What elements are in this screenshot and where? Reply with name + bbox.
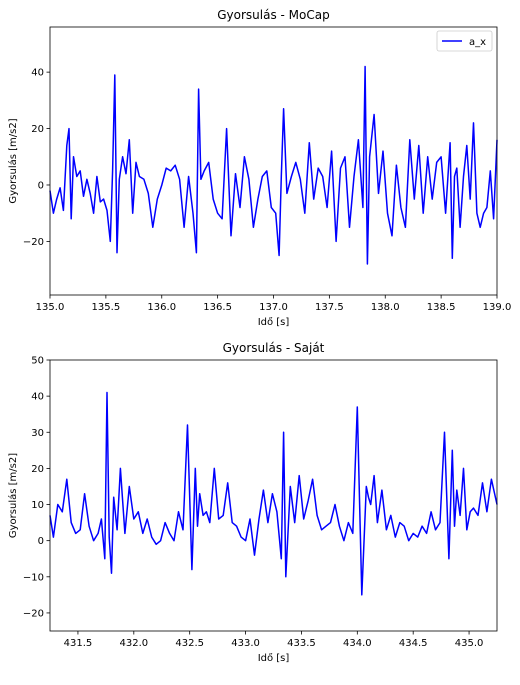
y-tick-label: −10 (23, 572, 44, 583)
legend-label: a_x (469, 37, 486, 48)
series-line-a_x (49, 65, 498, 265)
x-tick-label: 135.5 (92, 302, 121, 313)
y-tick-label: 30 (31, 428, 44, 439)
y-tick-label: −20 (23, 237, 44, 248)
x-tick-label: 435.0 (455, 638, 484, 649)
legend-box (436, 30, 493, 52)
x-tick-label: 433.5 (287, 638, 316, 649)
x-tick-label: 432.0 (119, 638, 148, 649)
x-tick-label: 434.5 (399, 638, 428, 649)
x-tick-label: 433.0 (231, 638, 260, 649)
x-tick-label: 138.5 (427, 302, 456, 313)
x-tick-label: 136.0 (147, 302, 176, 313)
y-tick-label: 40 (31, 392, 44, 403)
x-tick-label: 137.5 (315, 302, 344, 313)
x-tick-label: 138.0 (371, 302, 400, 313)
y-tick-label: 10 (31, 500, 44, 511)
y-tick-label: 20 (31, 124, 44, 135)
y-tick-label: 40 (31, 68, 44, 79)
y-tick-label: 0 (38, 536, 44, 547)
axes-frame (49, 26, 498, 296)
x-tick-label: 432.5 (175, 638, 204, 649)
y-tick-label: 20 (31, 464, 44, 475)
y-tick-label: −20 (23, 608, 44, 619)
x-tick-label: 139.0 (483, 302, 512, 313)
y-axis-label: Gyorsulás [m/s2] (7, 118, 19, 203)
x-axis-label: Idő [s] (258, 652, 290, 664)
x-tick-label: 434.0 (343, 638, 372, 649)
x-tick-label: 431.5 (64, 638, 93, 649)
y-tick-label: 0 (38, 180, 44, 191)
x-tick-label: 136.5 (203, 302, 232, 313)
series-line-chart2 (49, 391, 498, 596)
x-axis-label: Idő [s] (258, 316, 290, 328)
x-tick-label: 135.0 (36, 302, 65, 313)
y-tick-label: 50 (31, 356, 44, 367)
axes-frame (49, 359, 498, 632)
chart-title: Gyorsulás - Saját (223, 341, 325, 355)
y-axis-label: Gyorsulás [m/s2] (7, 453, 19, 538)
x-tick-label: 137.0 (259, 302, 288, 313)
chart-title: Gyorsulás - MoCap (217, 8, 329, 22)
